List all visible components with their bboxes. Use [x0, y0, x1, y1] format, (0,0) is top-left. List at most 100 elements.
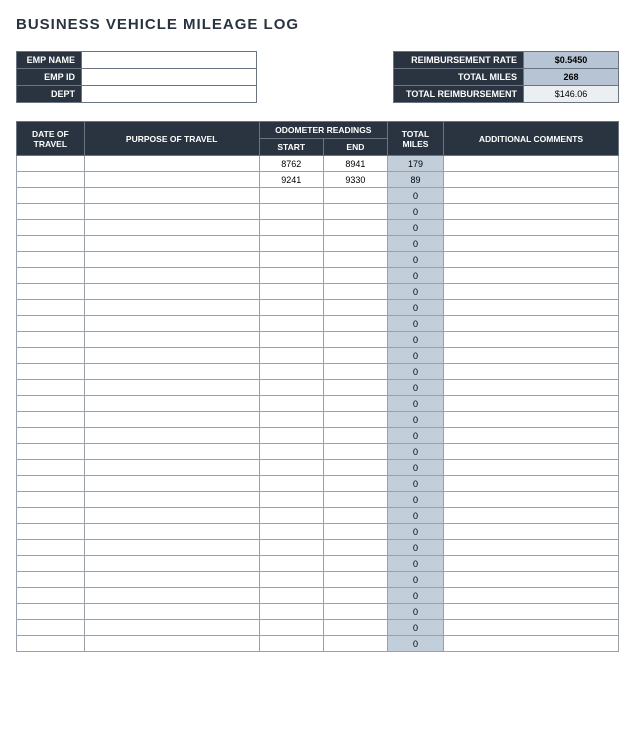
miles-cell[interactable]: 0 — [387, 540, 443, 556]
date-cell[interactable] — [17, 380, 85, 396]
end-cell[interactable] — [323, 572, 387, 588]
start-cell[interactable]: 8762 — [259, 156, 323, 172]
start-cell[interactable] — [259, 380, 323, 396]
comments-cell[interactable] — [443, 156, 618, 172]
purpose-cell[interactable] — [84, 172, 259, 188]
start-cell[interactable] — [259, 636, 323, 652]
date-cell[interactable] — [17, 444, 85, 460]
miles-cell[interactable]: 0 — [387, 268, 443, 284]
purpose-cell[interactable] — [84, 332, 259, 348]
start-cell[interactable] — [259, 476, 323, 492]
start-cell[interactable] — [259, 556, 323, 572]
comments-cell[interactable] — [443, 332, 618, 348]
date-cell[interactable] — [17, 364, 85, 380]
start-cell[interactable] — [259, 220, 323, 236]
start-cell[interactable]: 9241 — [259, 172, 323, 188]
comments-cell[interactable] — [443, 220, 618, 236]
miles-cell[interactable]: 0 — [387, 604, 443, 620]
date-cell[interactable] — [17, 556, 85, 572]
end-cell[interactable] — [323, 460, 387, 476]
start-cell[interactable] — [259, 348, 323, 364]
start-cell[interactable] — [259, 412, 323, 428]
comments-cell[interactable] — [443, 620, 618, 636]
comments-cell[interactable] — [443, 364, 618, 380]
miles-cell[interactable]: 0 — [387, 444, 443, 460]
end-cell[interactable] — [323, 636, 387, 652]
start-cell[interactable] — [259, 236, 323, 252]
end-cell[interactable] — [323, 604, 387, 620]
date-cell[interactable] — [17, 268, 85, 284]
miles-cell[interactable]: 0 — [387, 588, 443, 604]
comments-cell[interactable] — [443, 412, 618, 428]
end-cell[interactable] — [323, 284, 387, 300]
date-cell[interactable] — [17, 572, 85, 588]
miles-cell[interactable]: 0 — [387, 524, 443, 540]
comments-cell[interactable] — [443, 236, 618, 252]
end-cell[interactable] — [323, 380, 387, 396]
miles-cell[interactable]: 0 — [387, 620, 443, 636]
end-cell[interactable] — [323, 492, 387, 508]
start-cell[interactable] — [259, 460, 323, 476]
end-cell[interactable] — [323, 364, 387, 380]
miles-cell[interactable]: 0 — [387, 492, 443, 508]
date-cell[interactable] — [17, 316, 85, 332]
purpose-cell[interactable] — [84, 204, 259, 220]
date-cell[interactable] — [17, 508, 85, 524]
miles-cell[interactable]: 0 — [387, 300, 443, 316]
comments-cell[interactable] — [443, 444, 618, 460]
comments-cell[interactable] — [443, 316, 618, 332]
end-cell[interactable] — [323, 428, 387, 444]
start-cell[interactable] — [259, 620, 323, 636]
date-cell[interactable] — [17, 348, 85, 364]
emp-id-value[interactable] — [82, 69, 257, 86]
miles-cell[interactable]: 0 — [387, 236, 443, 252]
end-cell[interactable] — [323, 236, 387, 252]
end-cell[interactable] — [323, 588, 387, 604]
purpose-cell[interactable] — [84, 572, 259, 588]
purpose-cell[interactable] — [84, 348, 259, 364]
purpose-cell[interactable] — [84, 284, 259, 300]
date-cell[interactable] — [17, 636, 85, 652]
end-cell[interactable] — [323, 444, 387, 460]
start-cell[interactable] — [259, 188, 323, 204]
start-cell[interactable] — [259, 204, 323, 220]
purpose-cell[interactable] — [84, 316, 259, 332]
end-cell[interactable] — [323, 332, 387, 348]
date-cell[interactable] — [17, 252, 85, 268]
miles-cell[interactable]: 89 — [387, 172, 443, 188]
date-cell[interactable] — [17, 172, 85, 188]
purpose-cell[interactable] — [84, 428, 259, 444]
date-cell[interactable] — [17, 492, 85, 508]
comments-cell[interactable] — [443, 204, 618, 220]
date-cell[interactable] — [17, 300, 85, 316]
date-cell[interactable] — [17, 604, 85, 620]
end-cell[interactable] — [323, 412, 387, 428]
comments-cell[interactable] — [443, 284, 618, 300]
start-cell[interactable] — [259, 300, 323, 316]
purpose-cell[interactable] — [84, 188, 259, 204]
miles-cell[interactable]: 0 — [387, 412, 443, 428]
date-cell[interactable] — [17, 220, 85, 236]
date-cell[interactable] — [17, 412, 85, 428]
end-cell[interactable] — [323, 620, 387, 636]
emp-dept-value[interactable] — [82, 86, 257, 103]
end-cell[interactable] — [323, 540, 387, 556]
start-cell[interactable] — [259, 540, 323, 556]
purpose-cell[interactable] — [84, 476, 259, 492]
purpose-cell[interactable] — [84, 556, 259, 572]
end-cell[interactable] — [323, 508, 387, 524]
date-cell[interactable] — [17, 204, 85, 220]
purpose-cell[interactable] — [84, 380, 259, 396]
date-cell[interactable] — [17, 476, 85, 492]
miles-cell[interactable]: 0 — [387, 364, 443, 380]
end-cell[interactable] — [323, 252, 387, 268]
emp-name-value[interactable] — [82, 52, 257, 69]
purpose-cell[interactable] — [84, 620, 259, 636]
end-cell[interactable] — [323, 220, 387, 236]
miles-cell[interactable]: 0 — [387, 476, 443, 492]
start-cell[interactable] — [259, 428, 323, 444]
end-cell[interactable] — [323, 396, 387, 412]
comments-cell[interactable] — [443, 428, 618, 444]
start-cell[interactable] — [259, 508, 323, 524]
purpose-cell[interactable] — [84, 604, 259, 620]
